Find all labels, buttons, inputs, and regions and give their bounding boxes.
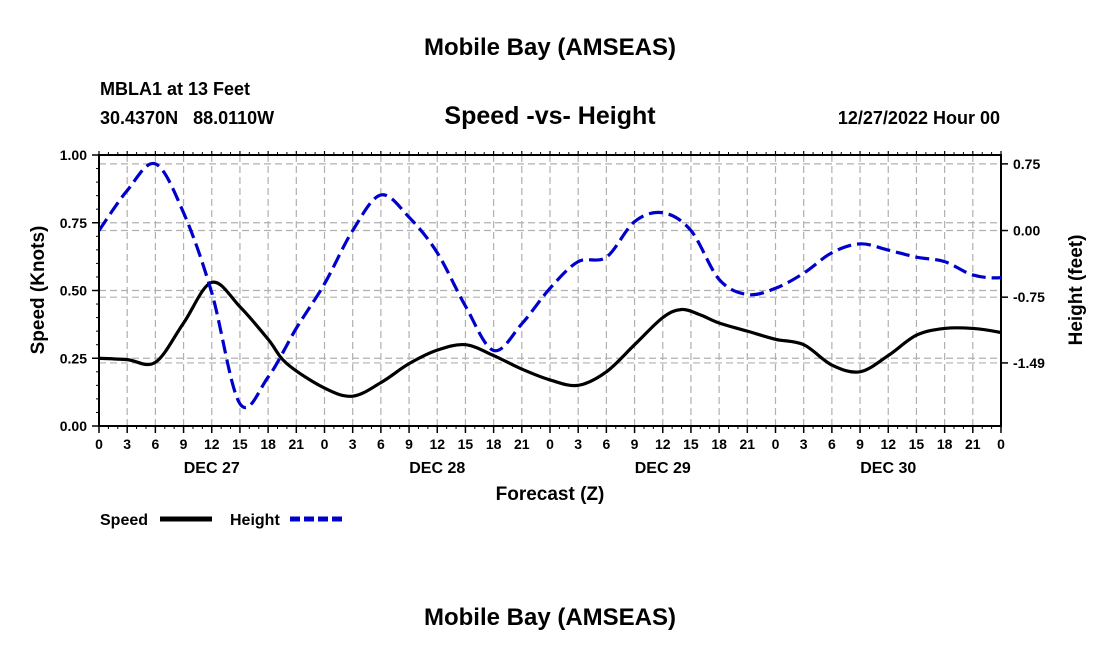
x-tick-label: 18 [711, 436, 727, 452]
x-tick-label: 6 [151, 436, 159, 452]
x-tick-label: 21 [965, 436, 981, 452]
y2-tick-label: 0.75 [1013, 156, 1040, 172]
x-tick-label: 9 [405, 436, 413, 452]
x-tick-label: 3 [123, 436, 131, 452]
y-tick-label: 0.75 [60, 215, 87, 231]
y-tick-label: 1.00 [60, 147, 87, 163]
x-tick-label: 12 [880, 436, 896, 452]
x-tick-label: 3 [574, 436, 582, 452]
y-tick-label: 0.00 [60, 418, 87, 434]
x-tick-label: 21 [514, 436, 530, 452]
x-tick-label: 15 [909, 436, 925, 452]
day-label: DEC 29 [635, 460, 691, 477]
legend-height-label: Height [230, 512, 280, 529]
speed-series-line [99, 280, 1001, 398]
x-tick-label: 0 [546, 436, 554, 452]
x-tick-label: 12 [429, 436, 445, 452]
grid-lines [99, 155, 1001, 426]
y2-tick-label: 0.00 [1013, 223, 1040, 239]
x-tick-label: 6 [828, 436, 836, 452]
x-tick-label: 18 [486, 436, 502, 452]
page-title: Mobile Bay (AMSEAS) [424, 34, 676, 61]
footer-title: Mobile Bay (AMSEAS) [424, 604, 676, 631]
forecast-datetime: 12/27/2022 Hour 00 [838, 108, 1000, 128]
height-series-line [99, 161, 1001, 409]
x-tick-label: 12 [204, 436, 220, 452]
series-lines [99, 161, 1001, 409]
x-tick-label: 12 [655, 436, 671, 452]
coordinates-label: 30.4370N 88.0110W [100, 108, 274, 128]
station-label: MBLA1 at 13 Feet [100, 79, 250, 99]
x-tick-label: 9 [856, 436, 864, 452]
y-tick-label: 0.50 [60, 283, 87, 299]
x-tick-label: 21 [289, 436, 305, 452]
x-tick-label: 6 [377, 436, 385, 452]
x-tick-label: 3 [349, 436, 357, 452]
x-tick-label: 15 [458, 436, 474, 452]
x-axis-title: Forecast (Z) [496, 484, 605, 505]
x-tick-label: 0 [997, 436, 1005, 452]
y-axis-title: Speed (Knots) [28, 226, 49, 355]
day-label: DEC 30 [860, 460, 916, 477]
y2-tick-label: -1.49 [1013, 355, 1045, 371]
x-tick-label: 0 [772, 436, 780, 452]
axis-ticks [92, 151, 1008, 433]
x-tick-label: 9 [631, 436, 639, 452]
legend-speed-label: Speed [100, 512, 148, 529]
x-tick-label: 3 [800, 436, 808, 452]
day-label: DEC 28 [409, 460, 465, 477]
x-tick-label: 0 [321, 436, 329, 452]
y2-tick-label: -0.75 [1013, 289, 1045, 305]
x-tick-label: 0 [95, 436, 103, 452]
day-label: DEC 27 [184, 460, 240, 477]
chart-title: Speed -vs- Height [444, 102, 656, 130]
x-tick-label: 15 [683, 436, 699, 452]
y2-axis-title: Height (feet) [1066, 235, 1087, 346]
x-tick-label: 18 [937, 436, 953, 452]
x-tick-label: 15 [232, 436, 248, 452]
x-tick-label: 9 [180, 436, 188, 452]
y-tick-label: 0.25 [60, 350, 87, 366]
x-tick-label: 21 [740, 436, 756, 452]
x-tick-label: 6 [602, 436, 610, 452]
axis-tick-labels: 0 3 6 9 12 15 18 21 0 3 6 9 12 15 18 21 0 3 6 9 12 15 18 21 0 3 6 9… [60, 147, 1045, 477]
x-tick-label: 18 [260, 436, 276, 452]
